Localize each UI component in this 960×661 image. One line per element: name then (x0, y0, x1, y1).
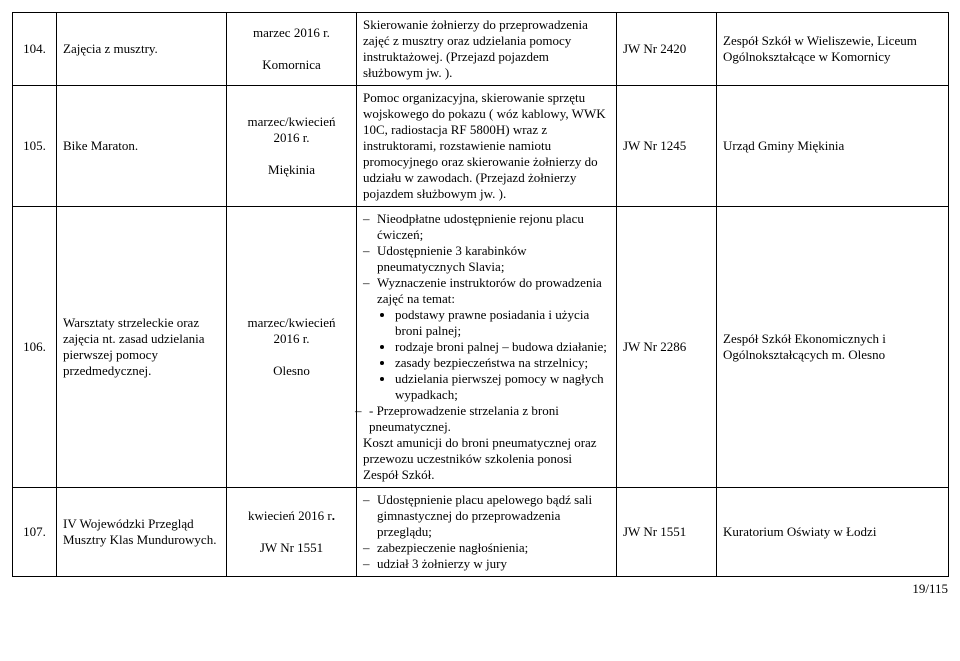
table-row: 104.Zajęcia z musztry.marzec 2016 r.Komo… (13, 13, 949, 86)
table-row: 106.Warsztaty strzeleckie oraz zajęcia n… (13, 207, 949, 488)
topic-cell: Zajęcia z musztry. (57, 13, 227, 86)
description-cell: Nieodpłatne udostępnienie rejonu placu ć… (357, 207, 617, 488)
jw-cell: JW Nr 2286 (617, 207, 717, 488)
when-cell: marzec/kwiecień 2016 r.Olesno (227, 207, 357, 488)
row-number: 105. (13, 86, 57, 207)
document-table: 104.Zajęcia z musztry.marzec 2016 r.Komo… (12, 12, 949, 577)
row-number: 107. (13, 488, 57, 577)
table-row: 107.IV Wojewódzki Przegląd Musztry Klas … (13, 488, 949, 577)
description-cell: Skierowanie żołnierzy do przeprowadzenia… (357, 13, 617, 86)
jw-cell: JW Nr 1551 (617, 488, 717, 577)
description-cell: Udostępnienie placu apelowego bądź sali … (357, 488, 617, 577)
page-footer: 19/115 (12, 581, 948, 597)
when-cell: marzec 2016 r.Komornica (227, 13, 357, 86)
contact-cell: Zespół Szkół Ekonomicznych i Ogólnokszta… (717, 207, 949, 488)
row-number: 104. (13, 13, 57, 86)
description-cell: Pomoc organizacyjna, skierowanie sprzętu… (357, 86, 617, 207)
jw-cell: JW Nr 2420 (617, 13, 717, 86)
contact-cell: Urząd Gminy Miękinia (717, 86, 949, 207)
when-cell: marzec/kwiecień 2016 r.Miękinia (227, 86, 357, 207)
topic-cell: IV Wojewódzki Przegląd Musztry Klas Mund… (57, 488, 227, 577)
topic-cell: Bike Maraton. (57, 86, 227, 207)
contact-cell: Kuratorium Oświaty w Łodzi (717, 488, 949, 577)
row-number: 106. (13, 207, 57, 488)
contact-cell: Zespół Szkół w Wieliszewie, Liceum Ogóln… (717, 13, 949, 86)
table-body: 104.Zajęcia z musztry.marzec 2016 r.Komo… (13, 13, 949, 577)
jw-cell: JW Nr 1245 (617, 86, 717, 207)
topic-cell: Warsztaty strzeleckie oraz zajęcia nt. z… (57, 207, 227, 488)
when-cell: kwiecień 2016 r.JW Nr 1551 (227, 488, 357, 577)
table-row: 105.Bike Maraton.marzec/kwiecień 2016 r.… (13, 86, 949, 207)
